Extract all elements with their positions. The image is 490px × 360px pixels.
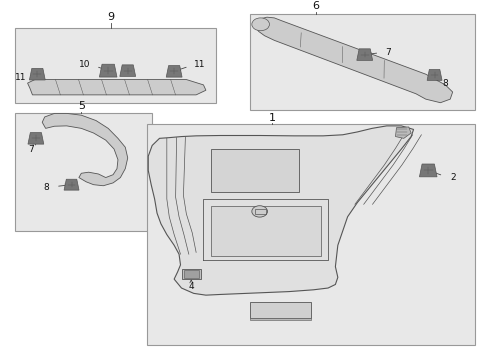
- Text: 11: 11: [194, 60, 206, 69]
- Text: 10: 10: [78, 60, 90, 69]
- Polygon shape: [395, 127, 411, 138]
- Bar: [15, 113, 152, 231]
- Polygon shape: [28, 132, 44, 144]
- Text: 8: 8: [442, 79, 448, 88]
- Text: 1: 1: [269, 113, 275, 123]
- Polygon shape: [166, 66, 182, 77]
- Bar: [147, 124, 475, 345]
- Text: 9: 9: [107, 12, 114, 22]
- Text: 2: 2: [450, 173, 456, 182]
- Text: 8: 8: [44, 183, 49, 192]
- Polygon shape: [250, 318, 311, 320]
- Polygon shape: [29, 68, 45, 80]
- Polygon shape: [42, 113, 128, 186]
- Polygon shape: [64, 179, 79, 190]
- Text: 5: 5: [78, 101, 85, 111]
- Polygon shape: [427, 69, 442, 80]
- Polygon shape: [120, 65, 136, 76]
- Bar: [182, 269, 201, 279]
- Polygon shape: [27, 80, 206, 95]
- Bar: [211, 149, 299, 192]
- Polygon shape: [255, 17, 453, 103]
- Polygon shape: [184, 270, 199, 278]
- Polygon shape: [148, 126, 414, 295]
- Text: 7: 7: [385, 48, 391, 57]
- Polygon shape: [419, 164, 437, 177]
- Text: 7: 7: [28, 145, 34, 154]
- Text: 4: 4: [189, 282, 194, 291]
- Bar: [15, 28, 216, 103]
- Bar: [211, 206, 321, 256]
- Bar: [250, 14, 475, 110]
- Polygon shape: [250, 302, 311, 318]
- Text: 3: 3: [300, 307, 305, 316]
- Polygon shape: [99, 64, 117, 77]
- Circle shape: [252, 206, 268, 217]
- Polygon shape: [357, 49, 372, 60]
- Text: 11: 11: [15, 73, 26, 82]
- Bar: [255, 209, 266, 214]
- Text: 6: 6: [312, 1, 319, 12]
- Circle shape: [252, 18, 270, 31]
